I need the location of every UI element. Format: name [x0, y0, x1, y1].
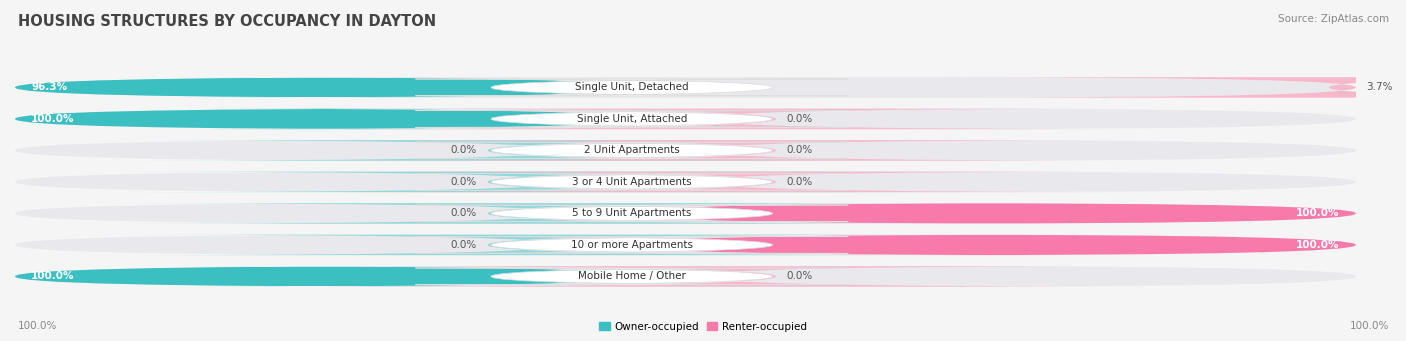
Text: Single Unit, Attached: Single Unit, Attached	[576, 114, 688, 124]
Text: 100.0%: 100.0%	[1350, 321, 1389, 331]
FancyBboxPatch shape	[340, 109, 1137, 129]
FancyBboxPatch shape	[415, 174, 848, 190]
FancyBboxPatch shape	[15, 266, 1355, 287]
Text: 0.0%: 0.0%	[451, 240, 477, 250]
FancyBboxPatch shape	[920, 77, 1406, 98]
Text: 0.0%: 0.0%	[451, 177, 477, 187]
FancyBboxPatch shape	[15, 140, 1355, 161]
FancyBboxPatch shape	[15, 77, 1355, 98]
FancyBboxPatch shape	[125, 235, 924, 255]
Text: 100.0%: 100.0%	[1296, 208, 1340, 219]
FancyBboxPatch shape	[15, 109, 631, 129]
FancyBboxPatch shape	[415, 237, 848, 253]
FancyBboxPatch shape	[415, 110, 848, 127]
Text: 100.0%: 100.0%	[31, 271, 75, 281]
Text: 0.0%: 0.0%	[786, 271, 813, 281]
FancyBboxPatch shape	[631, 203, 1355, 224]
FancyBboxPatch shape	[631, 235, 1355, 255]
Text: 5 to 9 Unit Apartments: 5 to 9 Unit Apartments	[572, 208, 692, 219]
FancyBboxPatch shape	[15, 172, 1355, 192]
Text: 0.0%: 0.0%	[451, 145, 477, 155]
Text: 3.7%: 3.7%	[1367, 83, 1393, 92]
FancyBboxPatch shape	[415, 205, 848, 222]
Text: HOUSING STRUCTURES BY OCCUPANCY IN DAYTON: HOUSING STRUCTURES BY OCCUPANCY IN DAYTO…	[18, 14, 436, 29]
FancyBboxPatch shape	[340, 140, 1137, 161]
FancyBboxPatch shape	[415, 142, 848, 159]
Legend: Owner-occupied, Renter-occupied: Owner-occupied, Renter-occupied	[595, 317, 811, 336]
Text: 100.0%: 100.0%	[31, 114, 75, 124]
Text: Single Unit, Detached: Single Unit, Detached	[575, 83, 689, 92]
Text: 10 or more Apartments: 10 or more Apartments	[571, 240, 693, 250]
FancyBboxPatch shape	[415, 79, 848, 96]
Text: Mobile Home / Other: Mobile Home / Other	[578, 271, 686, 281]
Text: 2 Unit Apartments: 2 Unit Apartments	[583, 145, 679, 155]
FancyBboxPatch shape	[15, 235, 1355, 255]
Text: 0.0%: 0.0%	[786, 114, 813, 124]
FancyBboxPatch shape	[15, 77, 631, 98]
FancyBboxPatch shape	[125, 140, 924, 161]
FancyBboxPatch shape	[125, 203, 924, 224]
FancyBboxPatch shape	[415, 268, 848, 285]
FancyBboxPatch shape	[125, 172, 924, 192]
Text: 100.0%: 100.0%	[18, 321, 58, 331]
FancyBboxPatch shape	[340, 172, 1137, 192]
FancyBboxPatch shape	[15, 109, 1355, 129]
FancyBboxPatch shape	[15, 266, 631, 287]
FancyBboxPatch shape	[340, 266, 1137, 287]
Text: 0.0%: 0.0%	[786, 145, 813, 155]
Text: Source: ZipAtlas.com: Source: ZipAtlas.com	[1278, 14, 1389, 24]
Text: 96.3%: 96.3%	[31, 83, 67, 92]
FancyBboxPatch shape	[15, 203, 1355, 224]
Text: 100.0%: 100.0%	[1296, 240, 1340, 250]
Text: 0.0%: 0.0%	[786, 177, 813, 187]
Text: 3 or 4 Unit Apartments: 3 or 4 Unit Apartments	[572, 177, 692, 187]
Text: 0.0%: 0.0%	[451, 208, 477, 219]
